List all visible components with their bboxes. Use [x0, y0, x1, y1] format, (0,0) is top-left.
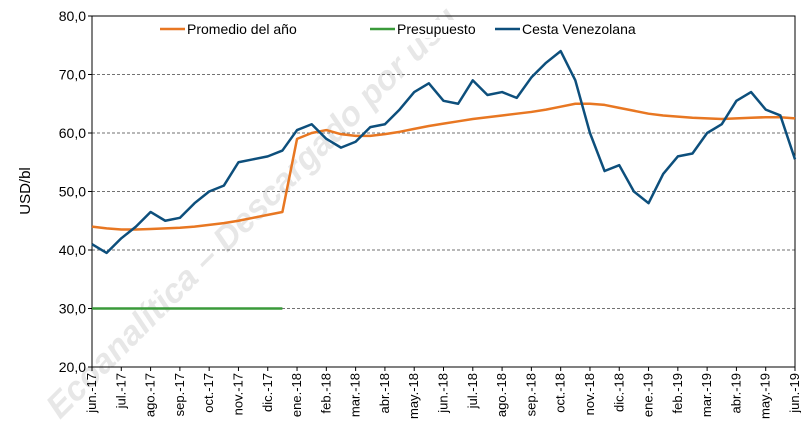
legend-label: Presupuesto	[397, 21, 476, 37]
x-tick-label: jun.-18	[436, 373, 451, 414]
y-tick-label: 80,0	[59, 8, 86, 24]
y-tick-label: 70,0	[59, 67, 86, 83]
x-tick-label: mar.-18	[348, 373, 363, 417]
x-tick-label: feb.-19	[670, 373, 685, 413]
x-tick-label: ene.-19	[641, 373, 656, 417]
x-tick-label: ago.-18	[494, 373, 509, 417]
y-tick-label: 40,0	[59, 242, 86, 258]
x-tick-label: abr.-18	[377, 373, 392, 413]
y-tick-label: 20,0	[59, 359, 86, 375]
x-tick-label: sep.-17	[172, 373, 187, 416]
x-tick-label: oct.-18	[553, 373, 568, 413]
x-tick-label: jun.-19	[787, 373, 801, 414]
series-line	[91, 102, 796, 231]
legend-label: Cesta Venezolana	[522, 21, 636, 37]
x-tick-label: ene.-18	[289, 373, 304, 417]
x-tick-label: abr.-19	[728, 373, 743, 413]
x-tick-label: mar.-19	[699, 373, 714, 417]
y-axis-label: USD/bl	[17, 167, 34, 215]
legend-label: Promedio del año	[187, 21, 297, 37]
x-tick-label: nov.-17	[230, 373, 245, 415]
legend-bg	[497, 20, 729, 38]
x-tick-label: jul.-17	[113, 373, 128, 409]
y-tick-label: 50,0	[59, 184, 86, 200]
x-tick-label: may.-19	[758, 373, 773, 419]
series-line	[91, 49, 797, 255]
watermark: Ecoanalítica – Descargado por usu	[39, 0, 466, 426]
x-tick-label: dic.-18	[611, 373, 626, 412]
y-tick-label: 30,0	[59, 301, 86, 317]
x-tick-label: dic.-17	[260, 373, 275, 412]
x-tick-label: sep.-18	[523, 373, 538, 416]
x-tick-label: jun.-17	[84, 373, 99, 414]
x-tick-label: jul.-18	[465, 373, 480, 409]
x-tick-label: may.-18	[406, 373, 421, 419]
x-tick-label: feb.-18	[318, 373, 333, 413]
y-tick-label: 60,0	[59, 125, 86, 141]
legend-bg	[162, 20, 357, 38]
x-tick-label: oct.-17	[201, 373, 216, 413]
x-tick-label: nov.-18	[582, 373, 597, 415]
x-tick-label: ago.-17	[143, 373, 158, 417]
